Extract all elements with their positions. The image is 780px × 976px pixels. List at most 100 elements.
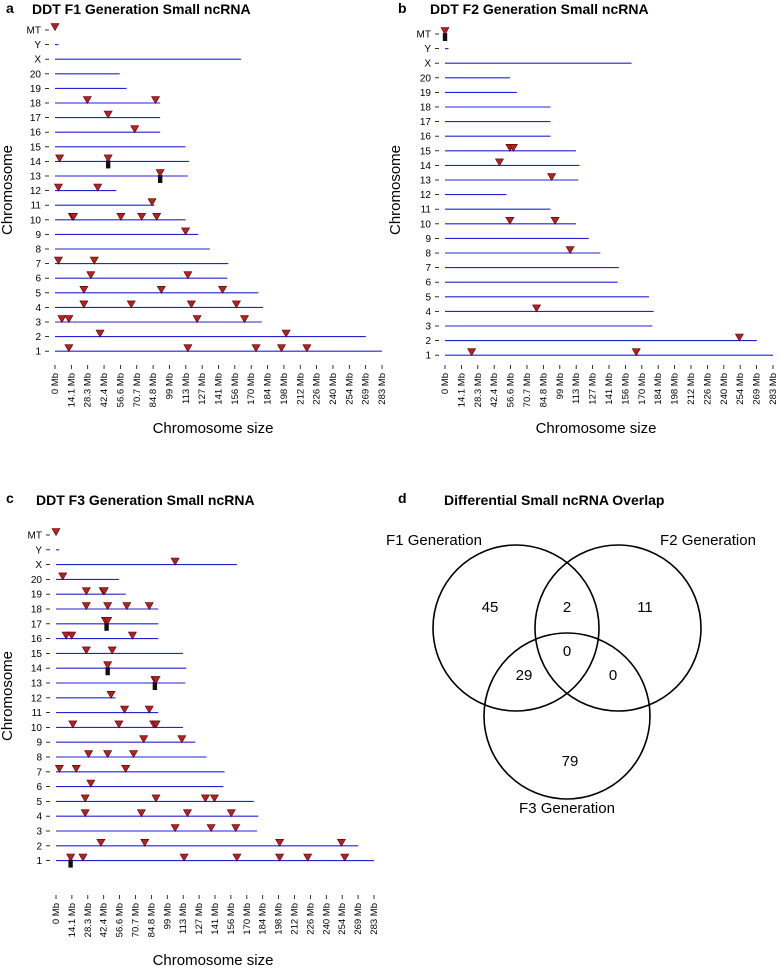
ncrna-marker	[144, 602, 154, 611]
x-tick-label: 141 Mb	[604, 373, 615, 405]
venn-label-f1: F1 Generation	[386, 532, 482, 549]
venn-value-f3-only: 79	[562, 753, 579, 770]
venn-value-f1-f2: 2	[563, 599, 571, 616]
panel-a-label: a	[6, 0, 14, 16]
ncrna-marker	[232, 853, 242, 862]
chromosome-label: 3	[36, 827, 42, 838]
panel-d-label: d	[398, 490, 407, 506]
ncrna-marker	[505, 217, 515, 225]
ncrna-marker	[57, 315, 67, 324]
ncrna-marker	[152, 213, 162, 221]
ncrna-marker	[53, 256, 63, 265]
ncrna-marker	[137, 213, 147, 221]
chromosome-label: 10	[420, 219, 432, 230]
x-tick-label: 28.3 Mb	[83, 903, 94, 937]
ncrna-marker	[78, 853, 88, 862]
ncrna-marker	[64, 344, 74, 353]
chromosome-label: 15	[30, 142, 42, 153]
venn-label-f3: F3 Generation	[519, 800, 615, 817]
x-tick-label: 99 Mb	[162, 903, 173, 929]
panel-a-title: DDT F1 Generation Small ncRNA	[32, 1, 251, 17]
ncrna-marker	[84, 750, 94, 759]
x-tick-label: 127 Mb	[197, 373, 208, 405]
x-tick-label: 113 Mb	[178, 903, 189, 934]
x-tick-label: 170 Mb	[242, 903, 253, 935]
ncrna-marker	[67, 631, 77, 640]
ncrna-marker	[494, 158, 504, 167]
chromosome-label: Y	[34, 40, 41, 51]
chromosome-label: 20	[420, 73, 432, 84]
x-tick-label: 42.4 Mb	[99, 373, 110, 407]
panel-c-xlabel: Chromosome size	[153, 952, 274, 969]
chromosome-label: X	[424, 59, 431, 70]
chromosome-label: Y	[424, 44, 431, 55]
chromosome-label: X	[34, 55, 41, 66]
chromosome-label: 17	[30, 113, 42, 124]
chromosome-label: 8	[425, 249, 431, 260]
chromosome-label: MT	[27, 26, 41, 37]
ncrna-marker	[275, 853, 285, 862]
ncrna-marker	[151, 720, 161, 729]
ncrna-marker	[547, 173, 557, 182]
cluster-marker	[157, 175, 163, 183]
x-tick-label: 42.4 Mb	[489, 373, 500, 407]
ncrna-marker	[177, 735, 187, 744]
x-tick-label: 70.7 Mb	[522, 373, 533, 407]
x-tick-label: 226 Mb	[305, 903, 316, 935]
x-tick-label: 113 Mb	[571, 373, 582, 404]
x-tick-label: 113 Mb	[181, 373, 192, 404]
chromosome-label: 7	[425, 263, 431, 274]
chromosome-label: 13	[31, 679, 43, 690]
ncrna-marker	[121, 764, 131, 773]
chromosome-label: 12	[30, 186, 42, 197]
ncrna-marker	[140, 838, 150, 847]
ncrna-marker	[96, 838, 106, 847]
chromosome-label: 15	[31, 649, 43, 660]
x-tick-label: 198 Mb	[279, 373, 290, 405]
ncrna-marker	[81, 587, 91, 596]
venn-value-f2-only: 11	[637, 599, 653, 616]
ncrna-marker	[80, 794, 90, 803]
x-tick-label: 254 Mb	[344, 373, 355, 405]
ncrna-marker	[181, 227, 191, 236]
x-tick-label: 127 Mb	[588, 373, 599, 405]
chromosome-label: 5	[35, 288, 41, 299]
ncrna-marker	[170, 824, 180, 833]
ncrna-marker	[276, 344, 286, 353]
ncrna-marker	[151, 794, 161, 803]
ncrna-marker	[192, 315, 202, 324]
chromosome-label: 10	[30, 215, 42, 226]
x-tick-label: 212 Mb	[295, 373, 306, 405]
venn-value-all: 0	[563, 643, 571, 660]
ncrna-marker	[139, 735, 149, 744]
chromosome-label: 11	[421, 205, 432, 216]
ncrna-marker	[103, 602, 113, 611]
ncrna-marker	[81, 646, 91, 655]
x-tick-label: 0 Mb	[51, 903, 62, 924]
ncrna-marker	[281, 329, 291, 338]
panel-b-f2-chart: b DDT F2 Generation Small ncRNA Chromoso…	[387, 0, 779, 437]
x-tick-label: 283 Mb	[369, 903, 380, 935]
ncrna-marker	[206, 824, 216, 833]
ncrna-marker	[51, 528, 61, 537]
ncrna-marker	[103, 661, 113, 670]
ncrna-marker	[218, 285, 228, 294]
x-tick-label: 269 Mb	[353, 903, 364, 935]
ncrna-marker	[532, 304, 542, 313]
cluster-marker	[105, 160, 111, 169]
chromosome-label: 19	[30, 84, 42, 95]
panel-c-title: DDT F3 Generation Small ncRNA	[36, 492, 255, 508]
x-tick-label: 156 Mb	[226, 903, 237, 935]
panel-b-xlabel: Chromosome size	[536, 420, 657, 437]
x-tick-label: 156 Mb	[230, 373, 241, 405]
ncrna-marker	[61, 631, 71, 640]
chromosome-label: 19	[420, 88, 432, 99]
chromosome-label: 18	[30, 99, 42, 110]
cluster-marker	[442, 33, 448, 41]
x-tick-label: 254 Mb	[337, 903, 348, 935]
x-tick-label: 56.6 Mb	[115, 373, 126, 407]
x-tick-label: 170 Mb	[246, 373, 257, 405]
x-tick-label: 70.7 Mb	[131, 903, 142, 937]
ncrna-marker	[103, 154, 113, 163]
